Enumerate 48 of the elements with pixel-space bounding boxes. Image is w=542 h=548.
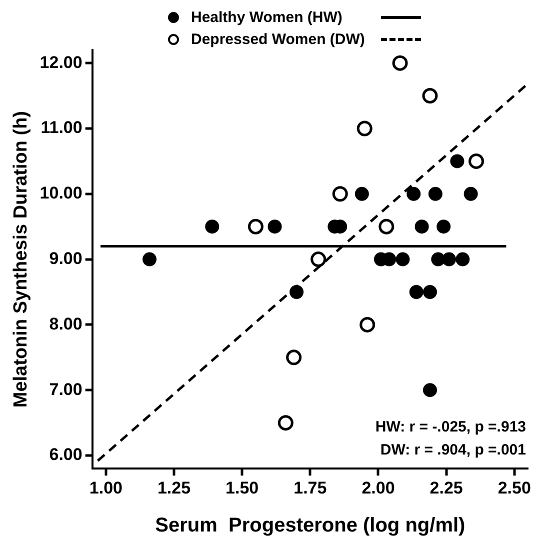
- annotation: HW: r = -.025, p =.913: [375, 418, 526, 436]
- y-tick-label: 12.00: [40, 52, 82, 72]
- point: [205, 220, 220, 234]
- point: [422, 88, 438, 104]
- point: [464, 186, 478, 201]
- annotation: DW: r = .904, p =.001: [380, 442, 526, 459]
- legend-label: Depressed Women (DW): [191, 30, 366, 48]
- x-tick-label: 1.00: [89, 478, 123, 498]
- x-tick-label: 1.50: [226, 478, 259, 498]
- point: [290, 285, 304, 300]
- point: [468, 153, 484, 169]
- x-tick-label: 2.25: [430, 478, 463, 498]
- y-tick-label: 8.00: [49, 314, 82, 334]
- legend-label: Healthy Women (HW): [191, 8, 344, 26]
- x-tick-label: 2.50: [498, 478, 531, 498]
- point: [436, 220, 451, 234]
- y-tick-label: 9.00: [49, 248, 82, 268]
- point: [409, 285, 424, 300]
- point: [414, 220, 429, 234]
- x-tick-label: 2.00: [362, 478, 395, 498]
- point: [332, 186, 348, 202]
- point: [392, 55, 408, 71]
- point: [378, 218, 394, 234]
- point: [360, 316, 376, 332]
- point: [248, 218, 264, 234]
- point: [450, 154, 464, 168]
- y-tick-label: 7.00: [49, 380, 82, 399]
- x-tick-label: 1.75: [294, 478, 327, 498]
- point: [278, 415, 294, 431]
- point: [354, 186, 369, 201]
- y-tick-label: 11.00: [40, 118, 82, 138]
- x-axis-title: Serum Progesterone (log ng/ml): [155, 514, 466, 537]
- point: [142, 252, 157, 266]
- point: [422, 383, 437, 398]
- point: [356, 120, 372, 136]
- point: [442, 252, 456, 266]
- point: [406, 186, 421, 201]
- point: [310, 252, 326, 268]
- x-tick-label: 1.25: [157, 478, 191, 498]
- y-tick-label: 10.00: [40, 184, 82, 203]
- point: [396, 252, 410, 266]
- y-tick-label: 6.00: [49, 445, 82, 464]
- y-axis-title: Melatonin Synthesis Duration (h): [10, 110, 32, 408]
- point: [286, 350, 302, 366]
- point: [268, 220, 282, 234]
- point: [456, 252, 470, 266]
- point: [422, 285, 437, 300]
- point: [428, 186, 442, 201]
